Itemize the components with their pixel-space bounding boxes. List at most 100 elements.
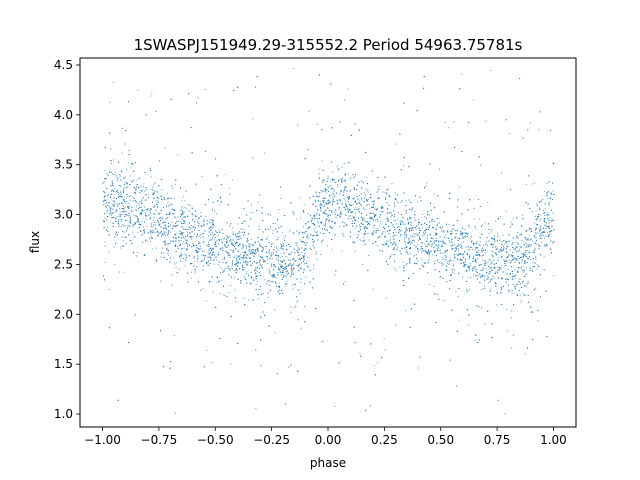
scatter-points [102,68,555,415]
data-point [162,233,164,235]
data-point [422,232,424,234]
data-point [177,247,179,249]
data-point [146,225,148,227]
data-point [273,246,275,248]
data-point [390,212,392,214]
data-point [534,182,536,184]
data-point [385,199,386,200]
data-point [110,148,111,150]
data-point [363,236,365,238]
data-point [122,240,124,242]
data-point [161,195,162,196]
data-point [263,259,264,261]
data-point [139,230,141,231]
data-point [463,240,465,242]
data-point [214,243,216,245]
data-point [208,220,210,222]
data-point [330,201,331,203]
data-point [242,221,244,223]
data-point [388,240,390,242]
data-point [390,239,392,241]
data-point [457,240,459,241]
data-point [532,251,534,253]
data-point [426,182,428,184]
data-point [297,319,299,321]
data-point [268,268,270,270]
data-point [402,221,404,223]
data-point [508,291,510,293]
data-point [152,219,154,221]
data-point [125,243,127,245]
data-point [415,228,417,230]
data-point [120,211,122,213]
data-point [464,234,466,236]
data-point [452,245,454,247]
data-point [516,251,518,253]
data-point [544,237,545,239]
data-point [404,232,405,234]
data-point [344,99,345,101]
data-point [490,287,492,289]
data-point [217,235,219,237]
data-point [320,232,322,234]
data-point [284,286,286,288]
data-point [307,265,309,267]
data-point [220,266,222,268]
data-point [290,311,292,313]
data-point [547,232,549,234]
data-point [327,200,329,202]
data-point [187,272,189,274]
data-point [228,187,230,189]
data-point [405,237,407,239]
data-point [257,241,259,243]
data-point [290,259,291,261]
data-point [332,197,334,199]
data-point [348,208,350,210]
data-point [305,276,307,278]
data-point [119,175,121,177]
data-point [278,286,280,287]
data-point [353,177,355,179]
data-point [466,288,468,290]
data-point [165,214,167,216]
data-point [141,211,143,213]
data-point [224,256,225,258]
data-point [491,238,493,240]
data-point [347,207,349,209]
data-point [334,212,336,214]
data-point [171,204,173,206]
data-point [136,179,138,181]
data-point [552,182,554,184]
data-point [241,251,243,253]
data-point [167,202,169,204]
data-point [484,323,486,325]
data-point [514,278,516,280]
data-point [400,201,402,203]
data-point [130,219,132,221]
data-point [252,243,253,245]
data-point [452,229,454,231]
data-point [138,204,140,206]
data-point [214,237,216,239]
data-point [290,267,292,268]
data-point [541,241,543,243]
data-point [267,236,269,238]
data-point [330,194,332,196]
data-point [474,339,476,341]
data-point [331,221,333,223]
data-point [430,240,432,242]
data-point [350,177,352,179]
data-point [475,266,477,268]
data-point [106,219,108,221]
data-point [468,324,469,326]
data-point [383,338,385,340]
data-point [512,276,514,278]
data-point [387,263,389,265]
data-point [358,208,360,209]
data-point [339,226,341,228]
data-point [299,264,301,266]
data-point [511,347,513,349]
data-point [302,257,304,259]
data-point [216,281,218,283]
data-point [117,179,119,181]
